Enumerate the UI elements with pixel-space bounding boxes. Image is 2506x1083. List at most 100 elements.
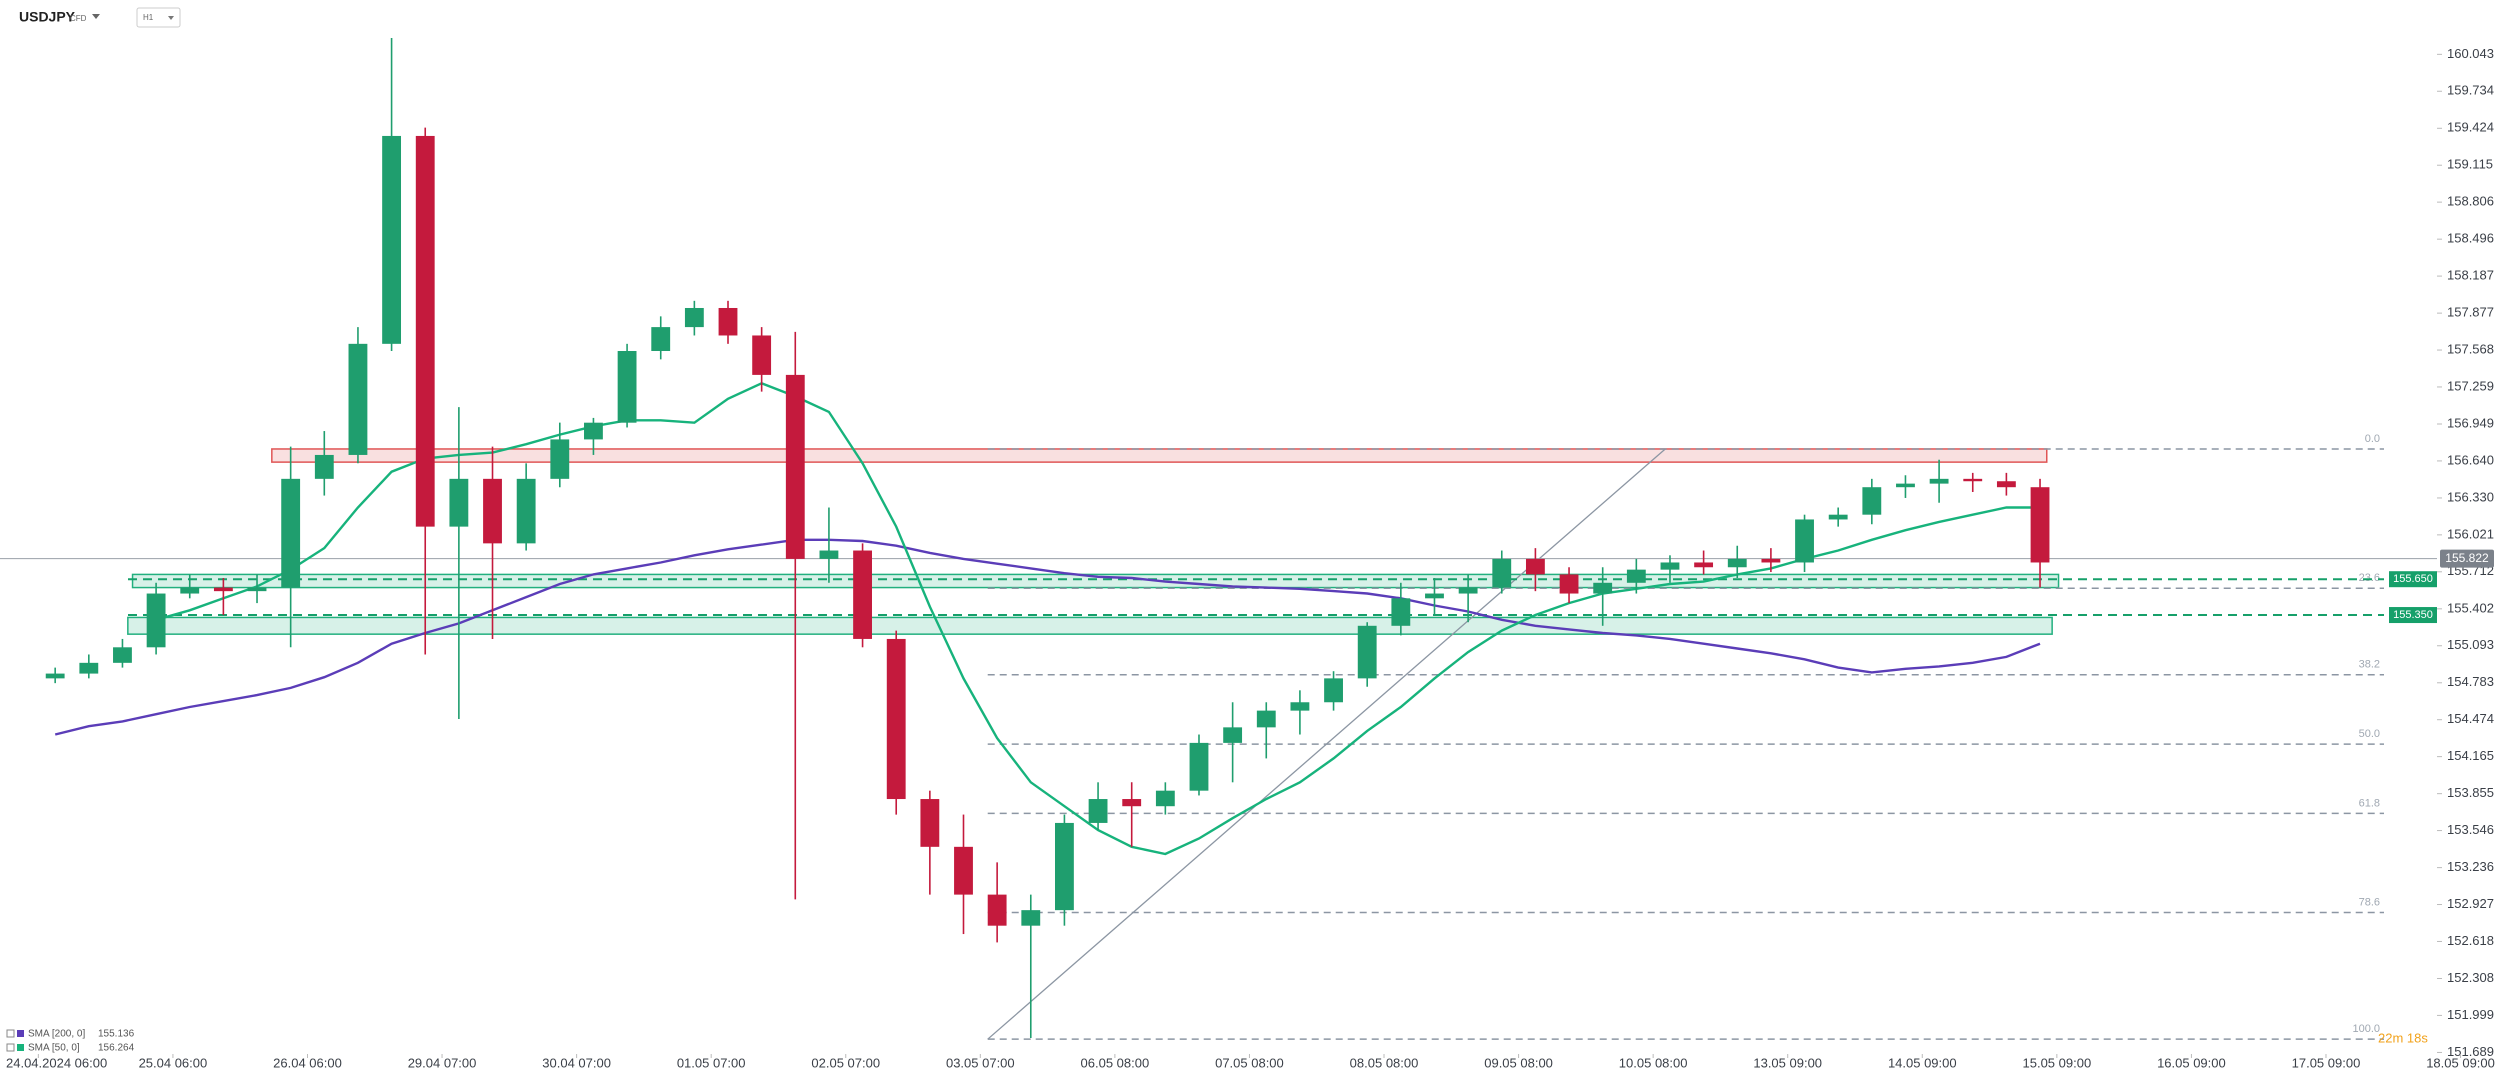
y-tick-label: 160.043	[2447, 46, 2494, 61]
candle-body	[1155, 790, 1175, 807]
y-tick-label: 153.855	[2447, 785, 2494, 800]
candle-body	[146, 593, 166, 648]
candle-body	[1593, 582, 1613, 594]
candle-body	[785, 374, 805, 559]
candle-body	[954, 846, 973, 895]
fib-label: 23.6	[2359, 572, 2380, 584]
y-tick-label: 158.806	[2447, 194, 2494, 209]
y-tick-label: 152.308	[2447, 970, 2494, 985]
candle-body	[1761, 558, 1781, 563]
y-tick-label: 155.093	[2447, 637, 2494, 652]
candle-body	[920, 799, 940, 847]
x-tick-label: 03.05 07:00	[946, 1055, 1015, 1070]
countdown: 22m 18s	[2378, 1030, 2428, 1045]
x-tick-label: 13.05 09:00	[1753, 1055, 1822, 1070]
price-line-tag	[2389, 607, 2437, 624]
fib-label: 100.0	[2352, 1023, 2380, 1035]
candle-body	[819, 550, 839, 559]
x-tick-label: 17.05 09:00	[2292, 1055, 2361, 1070]
fib-label: 38.2	[2359, 659, 2380, 671]
candle-body	[483, 478, 502, 544]
candle-body	[1425, 593, 1444, 599]
candle-body	[1660, 562, 1680, 570]
y-tick-label: 159.734	[2447, 83, 2494, 98]
candle-body	[1357, 625, 1377, 679]
y-tick-label: 152.618	[2447, 933, 2494, 948]
legend-swatch	[17, 1044, 24, 1051]
x-tick-label: 14.05 09:00	[1888, 1055, 1957, 1070]
candle-body	[348, 343, 368, 455]
candle-body	[1929, 478, 1949, 484]
timeframe-select[interactable]	[136, 7, 181, 28]
y-tick-label: 151.999	[2447, 1007, 2494, 1022]
candle-body	[1391, 598, 1411, 626]
candle-body	[1290, 702, 1310, 711]
y-tick-label: 157.259	[2447, 378, 2494, 393]
fib-label: 0.0	[2365, 433, 2380, 445]
candle-body	[1694, 562, 1714, 568]
x-tick-label: 02.05 07:00	[811, 1055, 880, 1070]
candle-body	[752, 335, 772, 375]
legend-name: SMA [50, 0]	[28, 1043, 80, 1054]
candle-body	[1088, 799, 1108, 823]
candle-body	[1559, 574, 1579, 594]
fib-label: 50.0	[2359, 728, 2380, 740]
candle-body	[1795, 519, 1814, 563]
candle-body	[79, 662, 99, 674]
legend-value: 156.264	[98, 1043, 135, 1054]
candle-body	[2030, 487, 2050, 563]
x-tick-label: 24.04.2024 06:00	[6, 1055, 107, 1070]
y-tick-label: 152.927	[2447, 896, 2494, 911]
x-tick-label: 09.05 08:00	[1484, 1055, 1553, 1070]
candle-body	[415, 135, 435, 527]
candle-body	[1055, 822, 1074, 911]
candle-body	[1996, 481, 2016, 488]
candle-body	[1828, 514, 1848, 520]
candle-body	[281, 478, 301, 588]
y-tick-label: 158.187	[2447, 268, 2494, 283]
candle-body	[651, 327, 671, 352]
instrument-type: CFD	[70, 14, 87, 23]
candle-body	[516, 478, 536, 544]
legend-value: 155.136	[98, 1029, 135, 1040]
candle-body	[1189, 742, 1209, 791]
candle-body	[550, 439, 570, 479]
candle-body	[684, 307, 704, 328]
candle-body	[617, 351, 637, 423]
candle-body	[1963, 478, 1983, 482]
candle-body	[113, 647, 132, 663]
x-tick-label: 30.04 07:00	[542, 1055, 611, 1070]
sma-line	[54, 538, 2041, 736]
symbol-dropdown[interactable]	[92, 14, 100, 19]
current-price-tag	[2440, 549, 2494, 568]
candle-body	[987, 894, 1007, 926]
timeframe-arrow[interactable]	[168, 16, 174, 20]
candle-body	[1727, 558, 1747, 568]
candle-body	[213, 587, 233, 592]
y-tick-label: 156.021	[2447, 526, 2494, 541]
candle-body	[314, 454, 334, 479]
candle-body	[382, 135, 402, 344]
x-tick-label: 16.05 09:00	[2157, 1055, 2226, 1070]
symbol[interactable]: USDJPY	[19, 9, 76, 25]
candle-body	[853, 550, 872, 639]
candle-body	[1492, 558, 1512, 588]
legend-icon	[6, 1043, 15, 1052]
legend-name: SMA [200, 0]	[28, 1029, 85, 1040]
candle-body	[449, 478, 469, 527]
candle-body	[1626, 569, 1646, 583]
x-tick-label: 07.05 08:00	[1215, 1055, 1284, 1070]
y-tick-label: 159.424	[2447, 120, 2494, 135]
price-line-label: 155.350	[2393, 609, 2433, 621]
y-tick-label: 158.496	[2447, 231, 2494, 246]
candle-body	[1256, 710, 1276, 728]
timeframe[interactable]: H1	[143, 13, 154, 22]
candle-body	[718, 307, 738, 336]
x-tick-label: 01.05 07:00	[677, 1055, 746, 1070]
y-tick-label: 157.877	[2447, 305, 2494, 320]
candle-body	[1223, 727, 1243, 743]
x-tick-label: 18.05 09:00	[2426, 1055, 2495, 1070]
candle-body	[247, 587, 267, 592]
